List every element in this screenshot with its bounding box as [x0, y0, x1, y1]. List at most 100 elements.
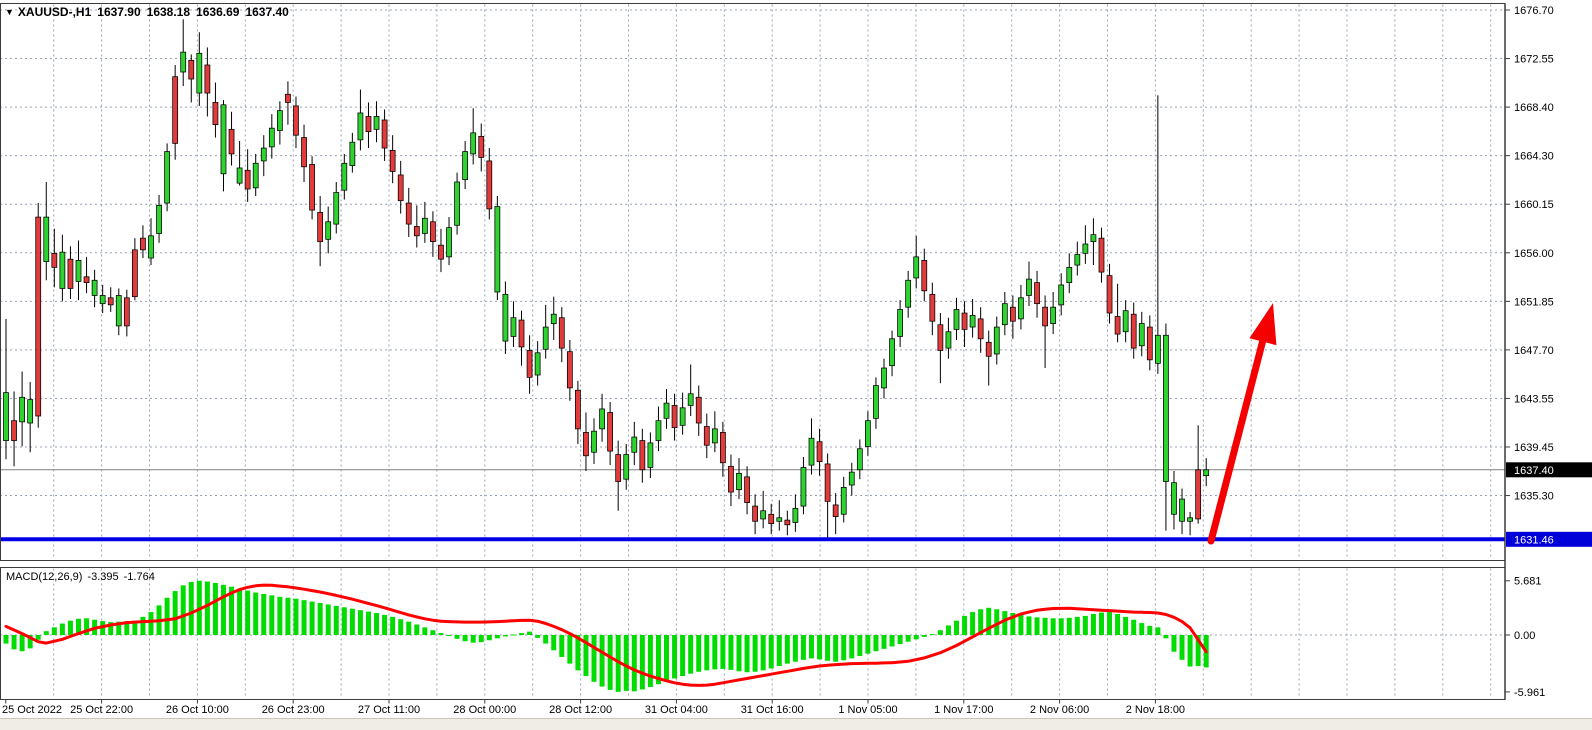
macd-histogram-bar	[1002, 611, 1008, 635]
candle-body	[897, 309, 903, 337]
candle-body	[953, 309, 960, 330]
macd-histogram-bar	[261, 593, 267, 635]
candle-body	[1187, 517, 1193, 522]
candle-body	[132, 249, 138, 298]
macd-histogram-bar	[696, 635, 702, 672]
candle-body	[381, 119, 388, 149]
macd-histogram-bar	[599, 635, 605, 687]
macd-histogram-bar	[1098, 612, 1104, 635]
trend-arrow-head[interactable]	[1249, 303, 1277, 346]
macd-histogram-bar	[543, 635, 549, 644]
macd-histogram-bar	[253, 592, 259, 635]
macd-histogram-bar	[116, 621, 122, 635]
macd-histogram-bar	[510, 634, 516, 636]
macd-histogram-bar	[382, 614, 388, 635]
macd-histogram-bar	[583, 635, 589, 677]
macd-histogram-bar	[212, 582, 218, 635]
macd-histogram-bar	[245, 590, 251, 635]
macd-histogram-bar	[422, 627, 428, 635]
candle-body	[687, 393, 694, 406]
macd-axis-label: -5.961	[1514, 687, 1545, 699]
candle-body	[252, 162, 259, 189]
candle-body	[1114, 316, 1121, 335]
macd-histogram-bar	[527, 631, 533, 635]
macd-histogram-bar	[825, 635, 831, 661]
candle-body	[1195, 469, 1202, 520]
macd-histogram-bar	[1034, 617, 1040, 635]
macd-histogram-bar	[438, 633, 444, 635]
macd-histogram-bar	[865, 635, 871, 654]
macd-histogram-bar	[736, 635, 742, 672]
macd-histogram-bar	[349, 608, 355, 635]
trend-arrow-shaft[interactable]	[1207, 332, 1268, 545]
candle-body	[1130, 313, 1137, 349]
candle-body	[1018, 297, 1024, 320]
candle-body	[848, 471, 855, 486]
macd-histogram-bar	[1082, 615, 1088, 635]
price-axis-label: 1676.70	[1514, 5, 1554, 17]
macd-histogram-bar	[1115, 613, 1121, 635]
time-axis-label: 26 Oct 23:00	[262, 704, 325, 716]
candle-body	[873, 385, 879, 419]
macd-histogram-bar	[639, 635, 645, 690]
candle-body	[462, 151, 469, 181]
macd-histogram-bar	[857, 635, 863, 657]
symbol-timeframe: XAUUSD-,H1	[17, 5, 92, 19]
macd-histogram-bar	[752, 635, 758, 672]
candle-body	[1050, 306, 1057, 324]
candle-body	[1026, 278, 1032, 296]
macd-histogram-bar	[84, 618, 90, 635]
macd-histogram-bar	[1010, 613, 1016, 635]
macd-histogram-bar	[913, 635, 919, 640]
macd-histogram-bar	[519, 633, 525, 635]
candle-body	[720, 431, 726, 464]
macd-histogram-bar	[535, 635, 541, 638]
macd-histogram-bar	[809, 635, 814, 659]
candle-body	[1154, 334, 1161, 364]
macd-histogram-bar	[502, 635, 508, 637]
price-axis-label: 1647.70	[1514, 345, 1554, 357]
candle-body	[301, 137, 307, 168]
macd-histogram-bar	[293, 598, 299, 635]
candle-body	[542, 326, 549, 350]
time-axis-label: 25 Oct 2022	[2, 704, 62, 716]
candle-body	[220, 104, 227, 175]
candle-body	[11, 420, 17, 441]
candle-body	[59, 251, 66, 289]
current-price-badge-text: 1637.40	[1514, 465, 1554, 477]
candle-body	[107, 297, 114, 306]
macd-histogram-bar	[357, 610, 363, 635]
ohlc-high: 1638.18	[146, 5, 191, 19]
time-axis-label: 1 Nov 17:00	[934, 704, 993, 716]
candle-body	[83, 276, 90, 283]
macd-histogram-bar	[929, 634, 935, 636]
candle-body	[744, 476, 750, 503]
macd-histogram-bar	[406, 621, 412, 635]
support-price-badge	[1506, 531, 1592, 547]
symbol-dropdown-icon[interactable]: ▼	[5, 7, 14, 17]
candle-body	[945, 331, 952, 349]
macd-signal-value: -1.764	[123, 571, 155, 583]
candle-body	[172, 76, 179, 144]
macd-histogram-bar	[204, 581, 210, 635]
macd-histogram-bar	[277, 596, 283, 635]
candle-body	[881, 367, 887, 389]
candle-body	[1058, 284, 1065, 306]
time-axis-label: 1 Nov 05:00	[838, 704, 897, 716]
candle-body	[905, 279, 912, 308]
candle-body	[792, 508, 799, 523]
macd-histogram-bar	[148, 612, 154, 635]
candle-body	[865, 420, 871, 447]
macd-histogram-bar	[124, 621, 130, 635]
candle-body	[768, 513, 775, 525]
candle-body	[961, 312, 968, 330]
candle-body	[607, 412, 613, 452]
candle-body	[156, 205, 162, 234]
candle-body	[357, 112, 364, 141]
candle-body	[526, 350, 533, 378]
candle-body	[430, 221, 436, 243]
macd-axis-label: 5.681	[1514, 576, 1542, 588]
candle-body	[164, 151, 170, 204]
